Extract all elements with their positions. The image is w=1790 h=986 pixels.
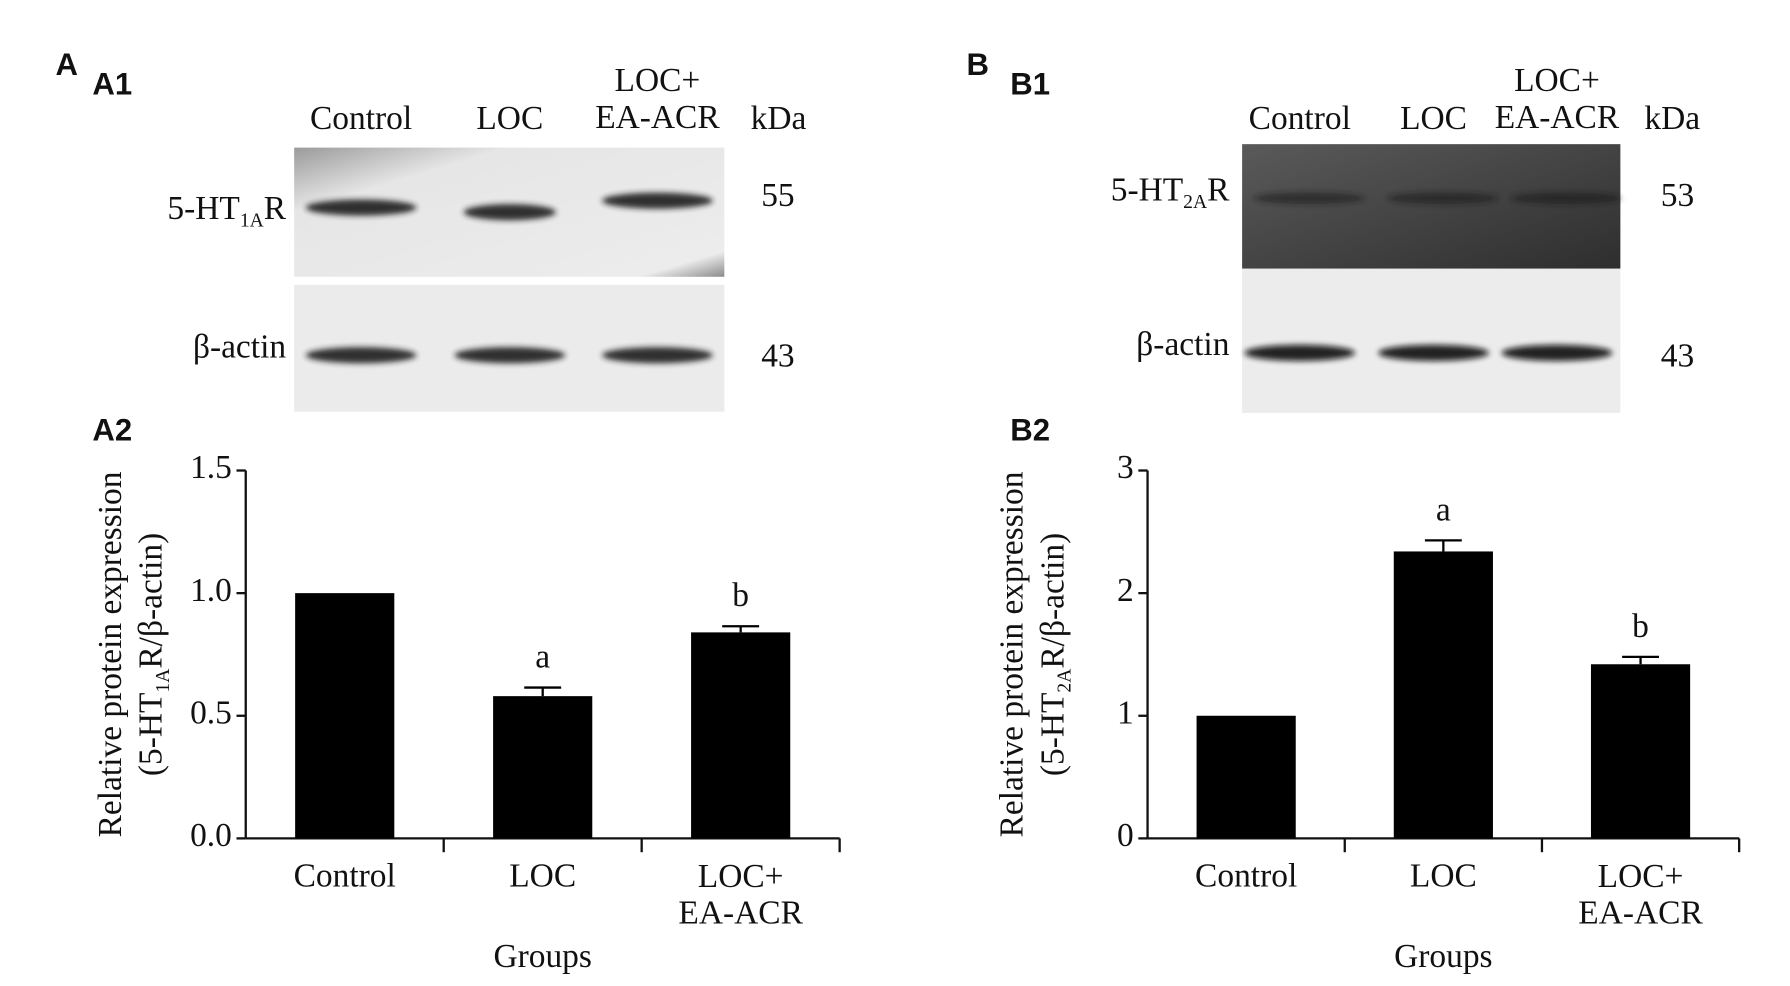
blot-label-end: R <box>264 190 287 227</box>
blot-label-main: 5-HT <box>167 190 239 227</box>
blot-image <box>1242 268 1621 413</box>
y-axis-label-sub: 2A <box>1054 669 1075 693</box>
blot-label-main: 5-HT <box>1111 171 1183 208</box>
blot-band <box>602 192 713 209</box>
y-axis-label: Relative protein expression <box>92 471 129 837</box>
bar <box>1590 664 1691 839</box>
blot-band <box>602 347 713 364</box>
lane-label: LOC+ EA-ACR <box>595 62 720 136</box>
bar <box>295 593 395 839</box>
chart-title: B2 <box>1010 413 1050 448</box>
blot-band <box>463 204 556 221</box>
annotation: a <box>1436 491 1451 528</box>
y-tick-label: 2 <box>1117 572 1134 609</box>
blot-label: β-actin <box>1136 326 1229 363</box>
blot-label-sub: 2A <box>1183 191 1207 212</box>
bar <box>493 696 593 839</box>
y-tick-label: 1.0 <box>190 572 232 609</box>
x-axis-label: Groups <box>493 938 591 975</box>
blot-label-end: R <box>1207 171 1230 208</box>
text-line: LOC+ <box>698 857 784 894</box>
x-tick-label: Control <box>1195 857 1297 894</box>
y-axis-label-main: (5-HT <box>132 693 169 777</box>
blot-label-sub: 1A <box>240 210 264 231</box>
y-tick-label: 0.0 <box>190 817 232 854</box>
lane-label: LOC <box>476 100 543 137</box>
blot-label-main: β-actin <box>193 328 286 365</box>
lane-label: LOC <box>1400 100 1467 137</box>
text-line: LOC+ <box>1514 62 1600 99</box>
kda-label: 43 <box>761 337 794 374</box>
x-axis-label: Groups <box>1394 938 1492 975</box>
unit-label: kDa <box>1644 100 1700 137</box>
y-axis-label-end: R/β-actin) <box>132 533 169 669</box>
blot-band <box>1253 192 1365 205</box>
text-line: LOC+ <box>615 62 701 99</box>
y-axis-label-end: R/β-actin) <box>1034 533 1071 669</box>
y-axis-label-main: (5-HT <box>1034 693 1071 777</box>
y-axis-label: (5-HT1AR/β-actin) <box>132 533 173 776</box>
kda-label: 55 <box>761 177 794 214</box>
x-tick-label: LOC+ EA-ACR <box>678 857 803 931</box>
y-axis-label: (5-HT2AR/β-actin) <box>1034 533 1075 776</box>
blot-title: A1 <box>92 67 132 102</box>
unit-label: kDa <box>751 100 807 137</box>
text-line: LOC+ <box>1598 857 1684 894</box>
chart-title: A2 <box>92 413 132 448</box>
y-tick-label: 1.5 <box>190 449 232 486</box>
blot-image <box>1242 144 1621 269</box>
panel-label: A <box>55 47 77 82</box>
blot-label: 5-HT2AR <box>1111 171 1230 212</box>
text-line: EA-ACR <box>1495 99 1620 136</box>
blot-band <box>305 199 417 216</box>
annotation: a <box>535 639 550 676</box>
annotation: b <box>1632 608 1649 645</box>
bar <box>691 632 791 839</box>
x-tick-label: LOC <box>509 857 576 894</box>
y-tick-label: 3 <box>1117 449 1134 486</box>
lane-label: Control <box>310 100 412 137</box>
blot-band <box>1378 344 1489 361</box>
y-axis-label: Relative protein expression <box>994 471 1031 837</box>
y-tick-label: 0.5 <box>190 694 232 731</box>
blot-band <box>1510 192 1622 205</box>
text-line: EA-ACR <box>595 99 720 136</box>
bar <box>1196 715 1296 839</box>
blot-band <box>1501 344 1613 361</box>
text-line: EA-ACR <box>1578 894 1703 931</box>
blot-band <box>1387 192 1499 205</box>
panel-label: B <box>966 47 988 82</box>
blot-label: β-actin <box>193 328 286 365</box>
y-tick-label: 1 <box>1117 694 1134 731</box>
y-axis-label-sub: 1A <box>152 669 173 693</box>
y-tick-label: 0 <box>1117 817 1134 854</box>
kda-label: 53 <box>1661 177 1694 214</box>
x-tick-label: LOC <box>1410 857 1477 894</box>
annotation: b <box>732 577 749 614</box>
text-line: EA-ACR <box>678 894 803 931</box>
blot-band <box>454 347 566 364</box>
blot-title: B1 <box>1010 67 1050 102</box>
blot-band <box>1244 344 1356 361</box>
bar <box>1393 551 1493 839</box>
x-tick-label: Control <box>294 857 396 894</box>
blot-label-main: β-actin <box>1136 326 1229 363</box>
x-tick-label: LOC+ EA-ACR <box>1578 857 1703 931</box>
kda-label: 43 <box>1661 337 1694 374</box>
lane-label: Control <box>1249 100 1351 137</box>
lane-label: LOC+ EA-ACR <box>1495 62 1620 136</box>
blot-label: 5-HT1AR <box>167 190 286 231</box>
blot-band <box>305 347 417 364</box>
